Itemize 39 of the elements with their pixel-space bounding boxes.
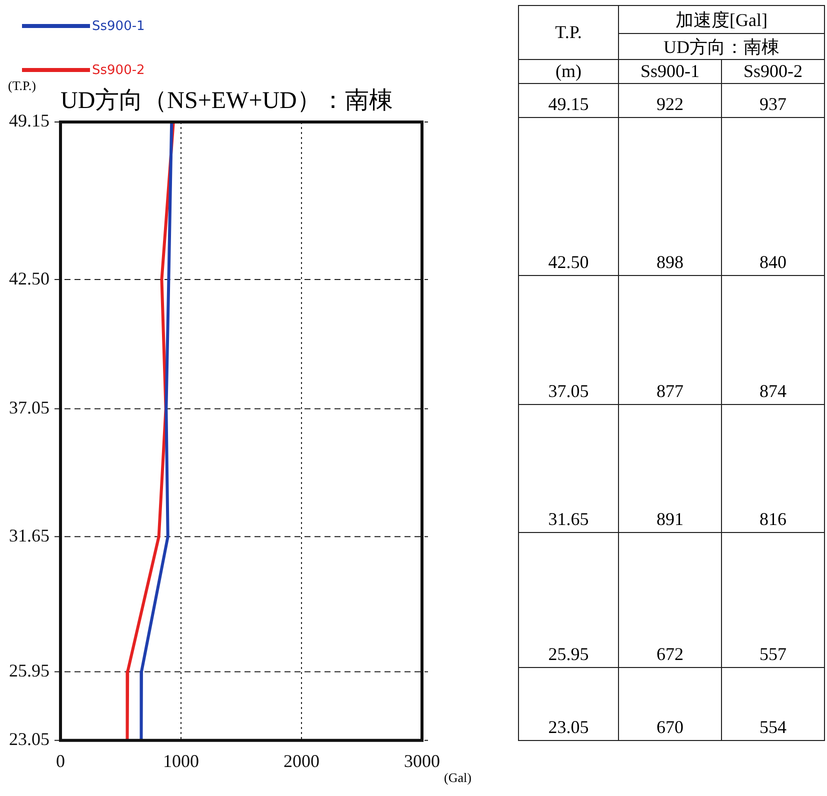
text: (m) [518,59,619,84]
text: 891 [618,404,722,533]
text: 31.65 [518,404,619,533]
text: 25.95 [518,532,619,668]
text: 670 [618,667,722,742]
text: 557 [721,532,825,668]
text: 840 [721,117,825,276]
text: Ss900-2 [721,59,825,84]
chart-title: UD方向（NS+EW+UD）：南棟 [60,86,393,116]
text: Ss900-1 [618,59,722,84]
y-tick-label: 37.05 [9,397,50,418]
text: 874 [721,275,825,405]
x-tick-label: 1000 [163,750,199,771]
y-tick-label: 31.65 [9,525,50,546]
text: 42.50 [518,117,619,276]
x-tick-label: 3000 [404,750,440,771]
y-tick-label: 42.50 [9,268,50,288]
text: 加速度[Gal] [618,5,825,34]
text: 672 [618,532,722,668]
y-tick-label: 25.95 [9,660,50,680]
text: 898 [618,117,722,276]
text: 937 [721,83,825,118]
text: 37.05 [518,275,619,405]
y-tick-label: 49.15 [9,110,50,131]
text: 816 [721,404,825,533]
text: 922 [618,83,722,118]
text: Ss900-1 [92,18,145,34]
x-axis-title: (Gal) [444,770,472,786]
x-tick-label: 0 [56,750,65,771]
text: UD方向：南棟 [618,33,825,60]
text: 877 [618,275,722,405]
y-tick-label: 23.05 [9,729,50,750]
text: 49.15 [518,83,619,118]
text: 554 [721,667,825,742]
y-axis-title: (T.P.) [8,78,36,94]
text: Ss900-2 [92,62,145,78]
text: T.P. [518,5,619,60]
x-tick-label: 2000 [284,750,320,771]
text: 23.05 [518,667,619,742]
